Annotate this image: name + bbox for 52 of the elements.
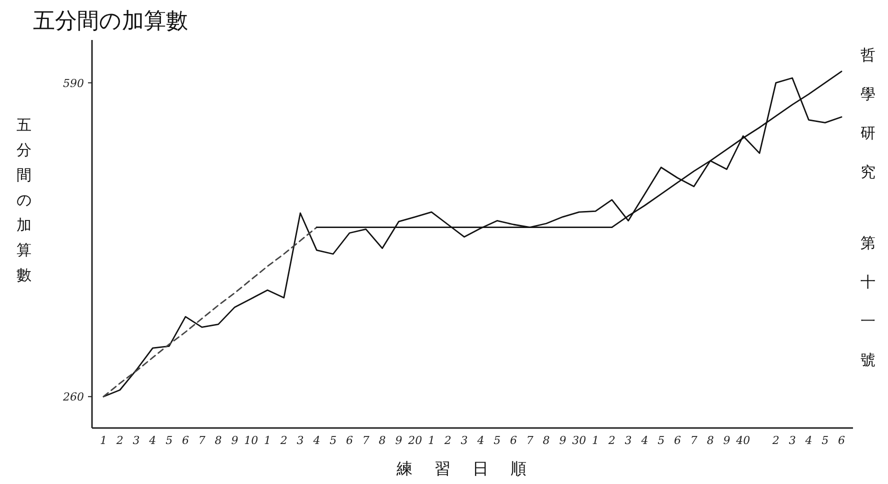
x-tick-label: 7 [690, 434, 698, 447]
x-tick-label: 6 [182, 434, 189, 447]
x-tick-label: 3 [460, 434, 468, 447]
x-tick-label: 40 [735, 434, 750, 447]
x-tick-label: 20 [407, 434, 422, 447]
x-tick-label: 2 [771, 434, 780, 447]
x-tick-label: 1 [264, 434, 271, 447]
y-tick-label: 590 [63, 76, 84, 90]
x-tick-label: 3 [624, 434, 632, 447]
x-tick-label: 8 [214, 434, 222, 447]
x-tick-label: 9 [559, 434, 566, 447]
x-tick-label: 3 [296, 434, 304, 447]
x-tick-label: 5 [494, 434, 501, 447]
x-tick-label: 5 [166, 434, 173, 447]
x-tick-label: 9 [231, 434, 238, 447]
x-tick-label: 6 [838, 434, 846, 447]
x-axis-title: 練習日順 [396, 459, 548, 478]
x-tick-label: 5 [330, 434, 337, 447]
x-tick-label: 5 [822, 434, 829, 447]
x-tick-label: 1 [428, 434, 435, 447]
x-tick-label: 3 [132, 434, 140, 447]
x-tick-label: 9 [723, 434, 730, 447]
x-tick-label: 7 [526, 434, 534, 447]
x-tick-label: 30 [572, 434, 586, 447]
x-tick-label: 3 [788, 434, 796, 447]
x-tick-label: 2 [443, 434, 452, 447]
x-tick-label: 1 [100, 434, 107, 447]
x-tick-label: 4 [312, 434, 320, 447]
y-tick-label: 260 [62, 390, 84, 404]
x-tick-label: 4 [148, 434, 156, 447]
x-tick-label: 10 [244, 434, 258, 447]
x-tick-label: 6 [510, 434, 517, 447]
x-tick-label: 4 [640, 434, 648, 447]
x-tick-label: 8 [706, 434, 714, 447]
chart-title: 五分間の加算數 [33, 9, 188, 34]
text: 哲學研究 [860, 46, 876, 181]
x-tick-label: 6 [346, 434, 353, 447]
x-tick-label: 4 [804, 434, 812, 447]
x-tick-label: 7 [198, 434, 206, 447]
y-axis-title: 五分間の加算數 [16, 116, 32, 284]
x-tick-label: 7 [362, 434, 370, 447]
text: 第十一號 [860, 234, 876, 369]
x-tick-label: 4 [476, 434, 484, 447]
x-tick-label: 8 [542, 434, 550, 447]
x-tick-label: 5 [658, 434, 665, 447]
x-tick-label: 2 [607, 434, 616, 447]
x-tick-label: 2 [115, 434, 124, 447]
x-tick-label: 8 [378, 434, 386, 447]
x-tick-label: 9 [395, 434, 402, 447]
x-tick-label: 2 [279, 434, 288, 447]
x-tick-label: 6 [674, 434, 682, 447]
x-tick-label: 1 [592, 434, 600, 447]
